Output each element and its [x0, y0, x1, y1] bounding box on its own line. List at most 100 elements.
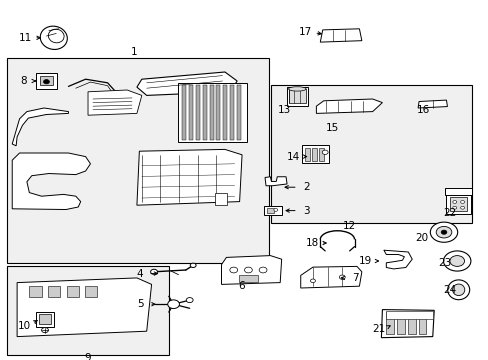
Polygon shape	[17, 278, 151, 337]
Polygon shape	[417, 100, 447, 108]
Circle shape	[229, 267, 237, 273]
Text: 22: 22	[442, 208, 456, 218]
Bar	[311, 148, 316, 161]
Circle shape	[339, 275, 345, 279]
Text: 4: 4	[136, 269, 142, 279]
Bar	[7, 58, 268, 263]
Polygon shape	[300, 266, 361, 288]
Bar	[36, 73, 57, 89]
Bar	[229, 85, 234, 140]
Circle shape	[43, 80, 49, 84]
Ellipse shape	[451, 284, 464, 296]
Bar	[85, 286, 97, 297]
Text: 21: 21	[371, 324, 385, 334]
Bar	[223, 85, 227, 140]
Text: 2: 2	[303, 182, 309, 192]
Bar	[444, 188, 471, 195]
Bar	[203, 85, 206, 140]
Text: 19: 19	[358, 256, 372, 266]
Text: 3: 3	[303, 206, 309, 216]
Bar	[386, 311, 432, 319]
Circle shape	[244, 267, 252, 273]
Ellipse shape	[40, 26, 67, 49]
Polygon shape	[221, 256, 281, 284]
Ellipse shape	[48, 29, 64, 43]
Bar	[178, 83, 246, 142]
Circle shape	[449, 256, 464, 266]
Text: 14: 14	[286, 152, 300, 162]
Circle shape	[452, 201, 456, 203]
Bar	[271, 85, 471, 223]
Text: 20: 20	[414, 233, 427, 243]
Polygon shape	[381, 310, 433, 338]
Bar	[48, 286, 60, 297]
Bar	[238, 275, 258, 282]
Text: 12: 12	[342, 221, 356, 231]
Bar	[189, 85, 193, 140]
Bar	[7, 266, 168, 355]
Ellipse shape	[288, 87, 305, 91]
Text: 15: 15	[325, 123, 339, 133]
Text: 13: 13	[277, 105, 291, 115]
Bar	[216, 85, 220, 140]
Text: 23: 23	[437, 258, 451, 268]
Circle shape	[150, 269, 157, 274]
Bar	[418, 312, 426, 334]
Text: 24: 24	[442, 285, 456, 295]
Polygon shape	[137, 72, 237, 95]
Text: 18: 18	[305, 238, 318, 248]
Circle shape	[259, 267, 266, 273]
Polygon shape	[12, 153, 90, 210]
Bar	[182, 85, 186, 140]
Circle shape	[435, 226, 451, 238]
Circle shape	[460, 206, 464, 209]
Polygon shape	[383, 250, 411, 269]
Bar	[66, 286, 79, 297]
Text: 9: 9	[84, 353, 91, 360]
Bar	[396, 312, 404, 334]
Polygon shape	[88, 90, 142, 115]
Bar	[264, 206, 281, 215]
Circle shape	[460, 201, 464, 203]
Bar	[446, 194, 470, 214]
Polygon shape	[137, 149, 242, 205]
Circle shape	[41, 328, 48, 333]
Text: 6: 6	[238, 281, 245, 291]
Text: 7: 7	[351, 273, 358, 283]
Circle shape	[452, 206, 456, 209]
Circle shape	[186, 298, 193, 303]
Bar	[386, 312, 393, 334]
Circle shape	[440, 230, 446, 234]
Bar	[40, 76, 53, 85]
Bar	[304, 148, 309, 161]
Bar	[449, 197, 467, 211]
Bar	[209, 85, 213, 140]
Bar	[236, 85, 240, 140]
Bar	[319, 148, 324, 161]
Circle shape	[429, 222, 457, 242]
Bar	[301, 145, 328, 163]
Bar	[196, 85, 200, 140]
Circle shape	[167, 300, 179, 309]
Circle shape	[310, 279, 315, 283]
Bar	[407, 312, 415, 334]
Bar	[288, 89, 305, 103]
Polygon shape	[320, 29, 361, 42]
Bar	[39, 314, 51, 324]
Bar	[215, 193, 227, 205]
Ellipse shape	[447, 280, 468, 300]
Circle shape	[190, 263, 196, 267]
Bar	[36, 312, 54, 327]
Text: 16: 16	[415, 105, 429, 115]
Polygon shape	[12, 108, 68, 146]
Text: 10: 10	[18, 321, 31, 331]
Circle shape	[273, 208, 277, 211]
Polygon shape	[264, 177, 286, 186]
Circle shape	[443, 251, 470, 271]
Text: 11: 11	[19, 33, 32, 43]
Bar	[286, 87, 307, 106]
Text: 5: 5	[137, 299, 143, 309]
Text: 8: 8	[20, 76, 27, 86]
Bar	[266, 208, 273, 213]
Text: 17: 17	[298, 27, 312, 37]
